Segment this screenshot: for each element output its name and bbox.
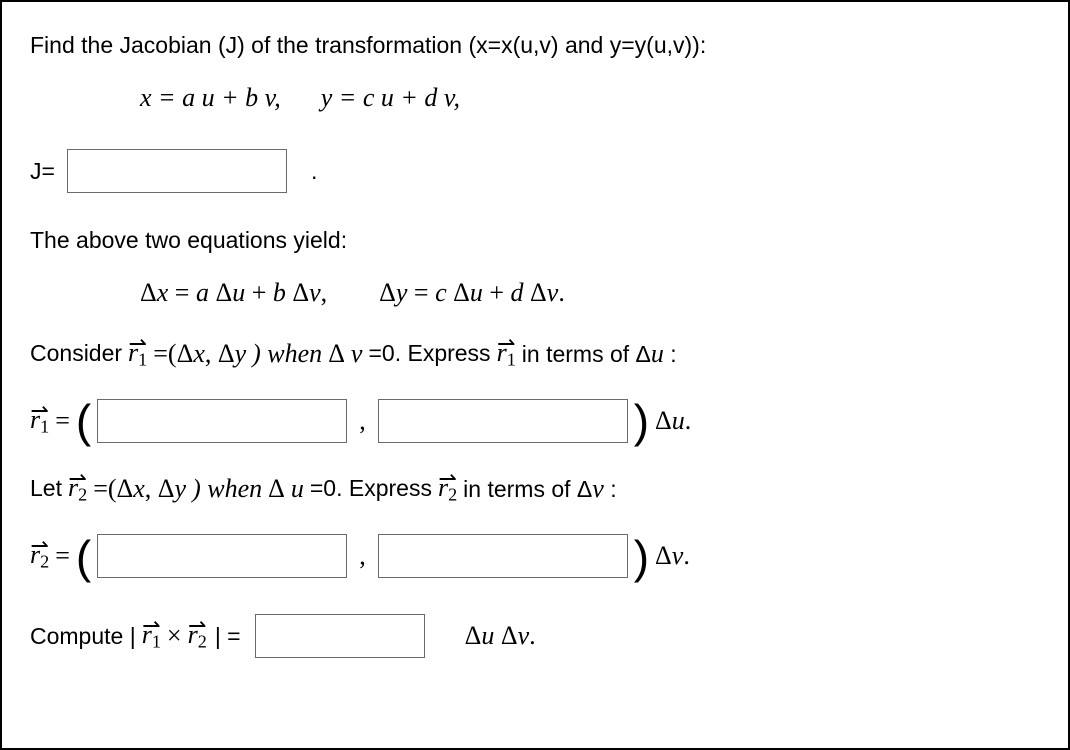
- r1-vec: ⇀ r1: [128, 340, 147, 368]
- r2-y-input[interactable]: [378, 534, 628, 578]
- let-word: Let: [30, 473, 62, 504]
- r1-cross: ⇀ r1: [142, 622, 161, 650]
- paren-open: (: [76, 537, 91, 578]
- jacobian-dot: .: [311, 156, 317, 187]
- transformation-equations: x = a u + b v, y = c u + d v,: [30, 83, 1040, 113]
- yields-line: The above two equations yield:: [30, 225, 1040, 256]
- intro-line: Find the Jacobian (J) of the transformat…: [30, 30, 1040, 61]
- r1-y-input[interactable]: [378, 399, 628, 443]
- r2-cross: ⇀ r2: [188, 622, 207, 650]
- paren-close: ): [634, 537, 649, 578]
- delta-equations: Δx = a Δu + b Δv, Δy = c Δu + d Δv.: [30, 278, 1040, 308]
- r2-x-input[interactable]: [97, 534, 347, 578]
- jacobian-input[interactable]: [67, 149, 287, 193]
- r1-x-input[interactable]: [97, 399, 347, 443]
- r1-label: ⇀ r1: [30, 407, 49, 435]
- r1-answer-row: ⇀ r1 = ( , ) Δu.: [30, 399, 1040, 443]
- consider-line: Consider ⇀ r1 =(Δx, Δy ) when Δv =0. Exp…: [30, 336, 1040, 371]
- problem-frame: Find the Jacobian (J) of the transformat…: [0, 0, 1070, 750]
- intro-text: Find the Jacobian (J) of the transformat…: [30, 30, 706, 61]
- r2-answer-row: ⇀ r2 = ( , ) Δv.: [30, 534, 1040, 578]
- dy-eq: Δy = c Δu + d Δv.: [379, 278, 565, 308]
- compute-word: Compute |: [30, 621, 136, 652]
- consider-word: Consider: [30, 338, 122, 369]
- cross-product-input[interactable]: [255, 614, 425, 658]
- yields-text: The above two equations yield:: [30, 225, 347, 256]
- r2-vec: ⇀ r2: [68, 475, 87, 503]
- r1b-vec: ⇀ r1: [497, 340, 516, 368]
- eq-y: y = c u + d v,: [321, 83, 460, 113]
- r2b-vec: ⇀ r2: [438, 475, 457, 503]
- jacobian-row: J= .: [30, 149, 1040, 193]
- eq-x: x = a u + b v,: [140, 83, 281, 113]
- paren-close: ): [634, 401, 649, 442]
- let-line: Let ⇀ r2 =(Δx, Δy ) when Δu =0. Express …: [30, 471, 1040, 506]
- compute-row: Compute | ⇀ r1 × ⇀ r2 | = Δu Δv.: [30, 614, 1040, 658]
- paren-open: (: [76, 401, 91, 442]
- r2-label: ⇀ r2: [30, 542, 49, 570]
- jacobian-label: J=: [30, 156, 55, 187]
- dx-eq: Δx = a Δu + b Δv,: [140, 278, 327, 308]
